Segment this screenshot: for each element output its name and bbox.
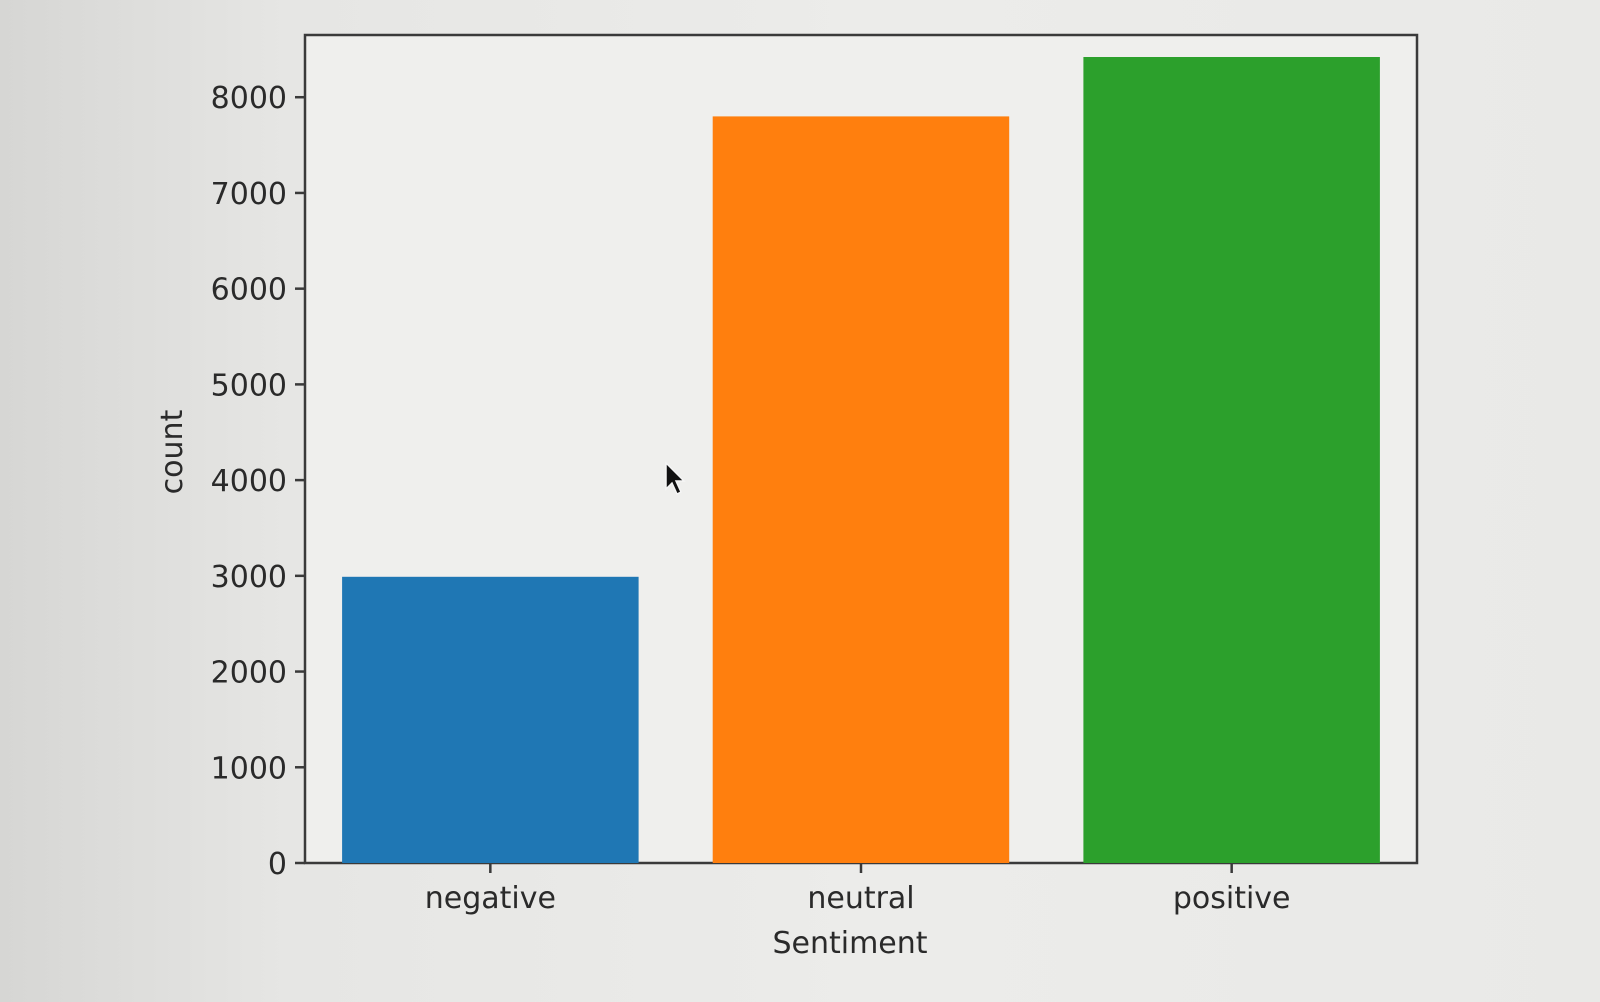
x-tick-label: positive <box>1173 881 1291 916</box>
y-tick-label: 7000 <box>211 177 287 212</box>
bar-negative <box>342 576 639 863</box>
bar-positive <box>1083 57 1380 863</box>
bars-group <box>342 57 1380 863</box>
y-tick-label: 0 <box>268 847 287 882</box>
x-tick-label: neutral <box>807 881 914 916</box>
y-tick-label: 6000 <box>211 273 287 308</box>
y-tick-label: 8000 <box>211 81 287 116</box>
x-axis-ticks: negative neutral positive <box>425 863 1291 916</box>
y-tick-label: 1000 <box>211 751 287 786</box>
y-tick-label: 2000 <box>211 656 287 691</box>
bar-neutral <box>712 116 1010 863</box>
y-tick-label: 4000 <box>211 464 287 499</box>
y-tick-label: 3000 <box>211 560 287 595</box>
x-tick-label: negative <box>425 881 556 916</box>
y-axis-label: count <box>155 409 190 494</box>
mouse-cursor-icon <box>665 461 686 496</box>
y-tick-label: 5000 <box>211 368 287 403</box>
y-axis-ticks: 0 1000 2000 3000 4000 5000 6000 7000 8000 <box>211 81 305 882</box>
x-axis-label: Sentiment <box>772 926 927 961</box>
